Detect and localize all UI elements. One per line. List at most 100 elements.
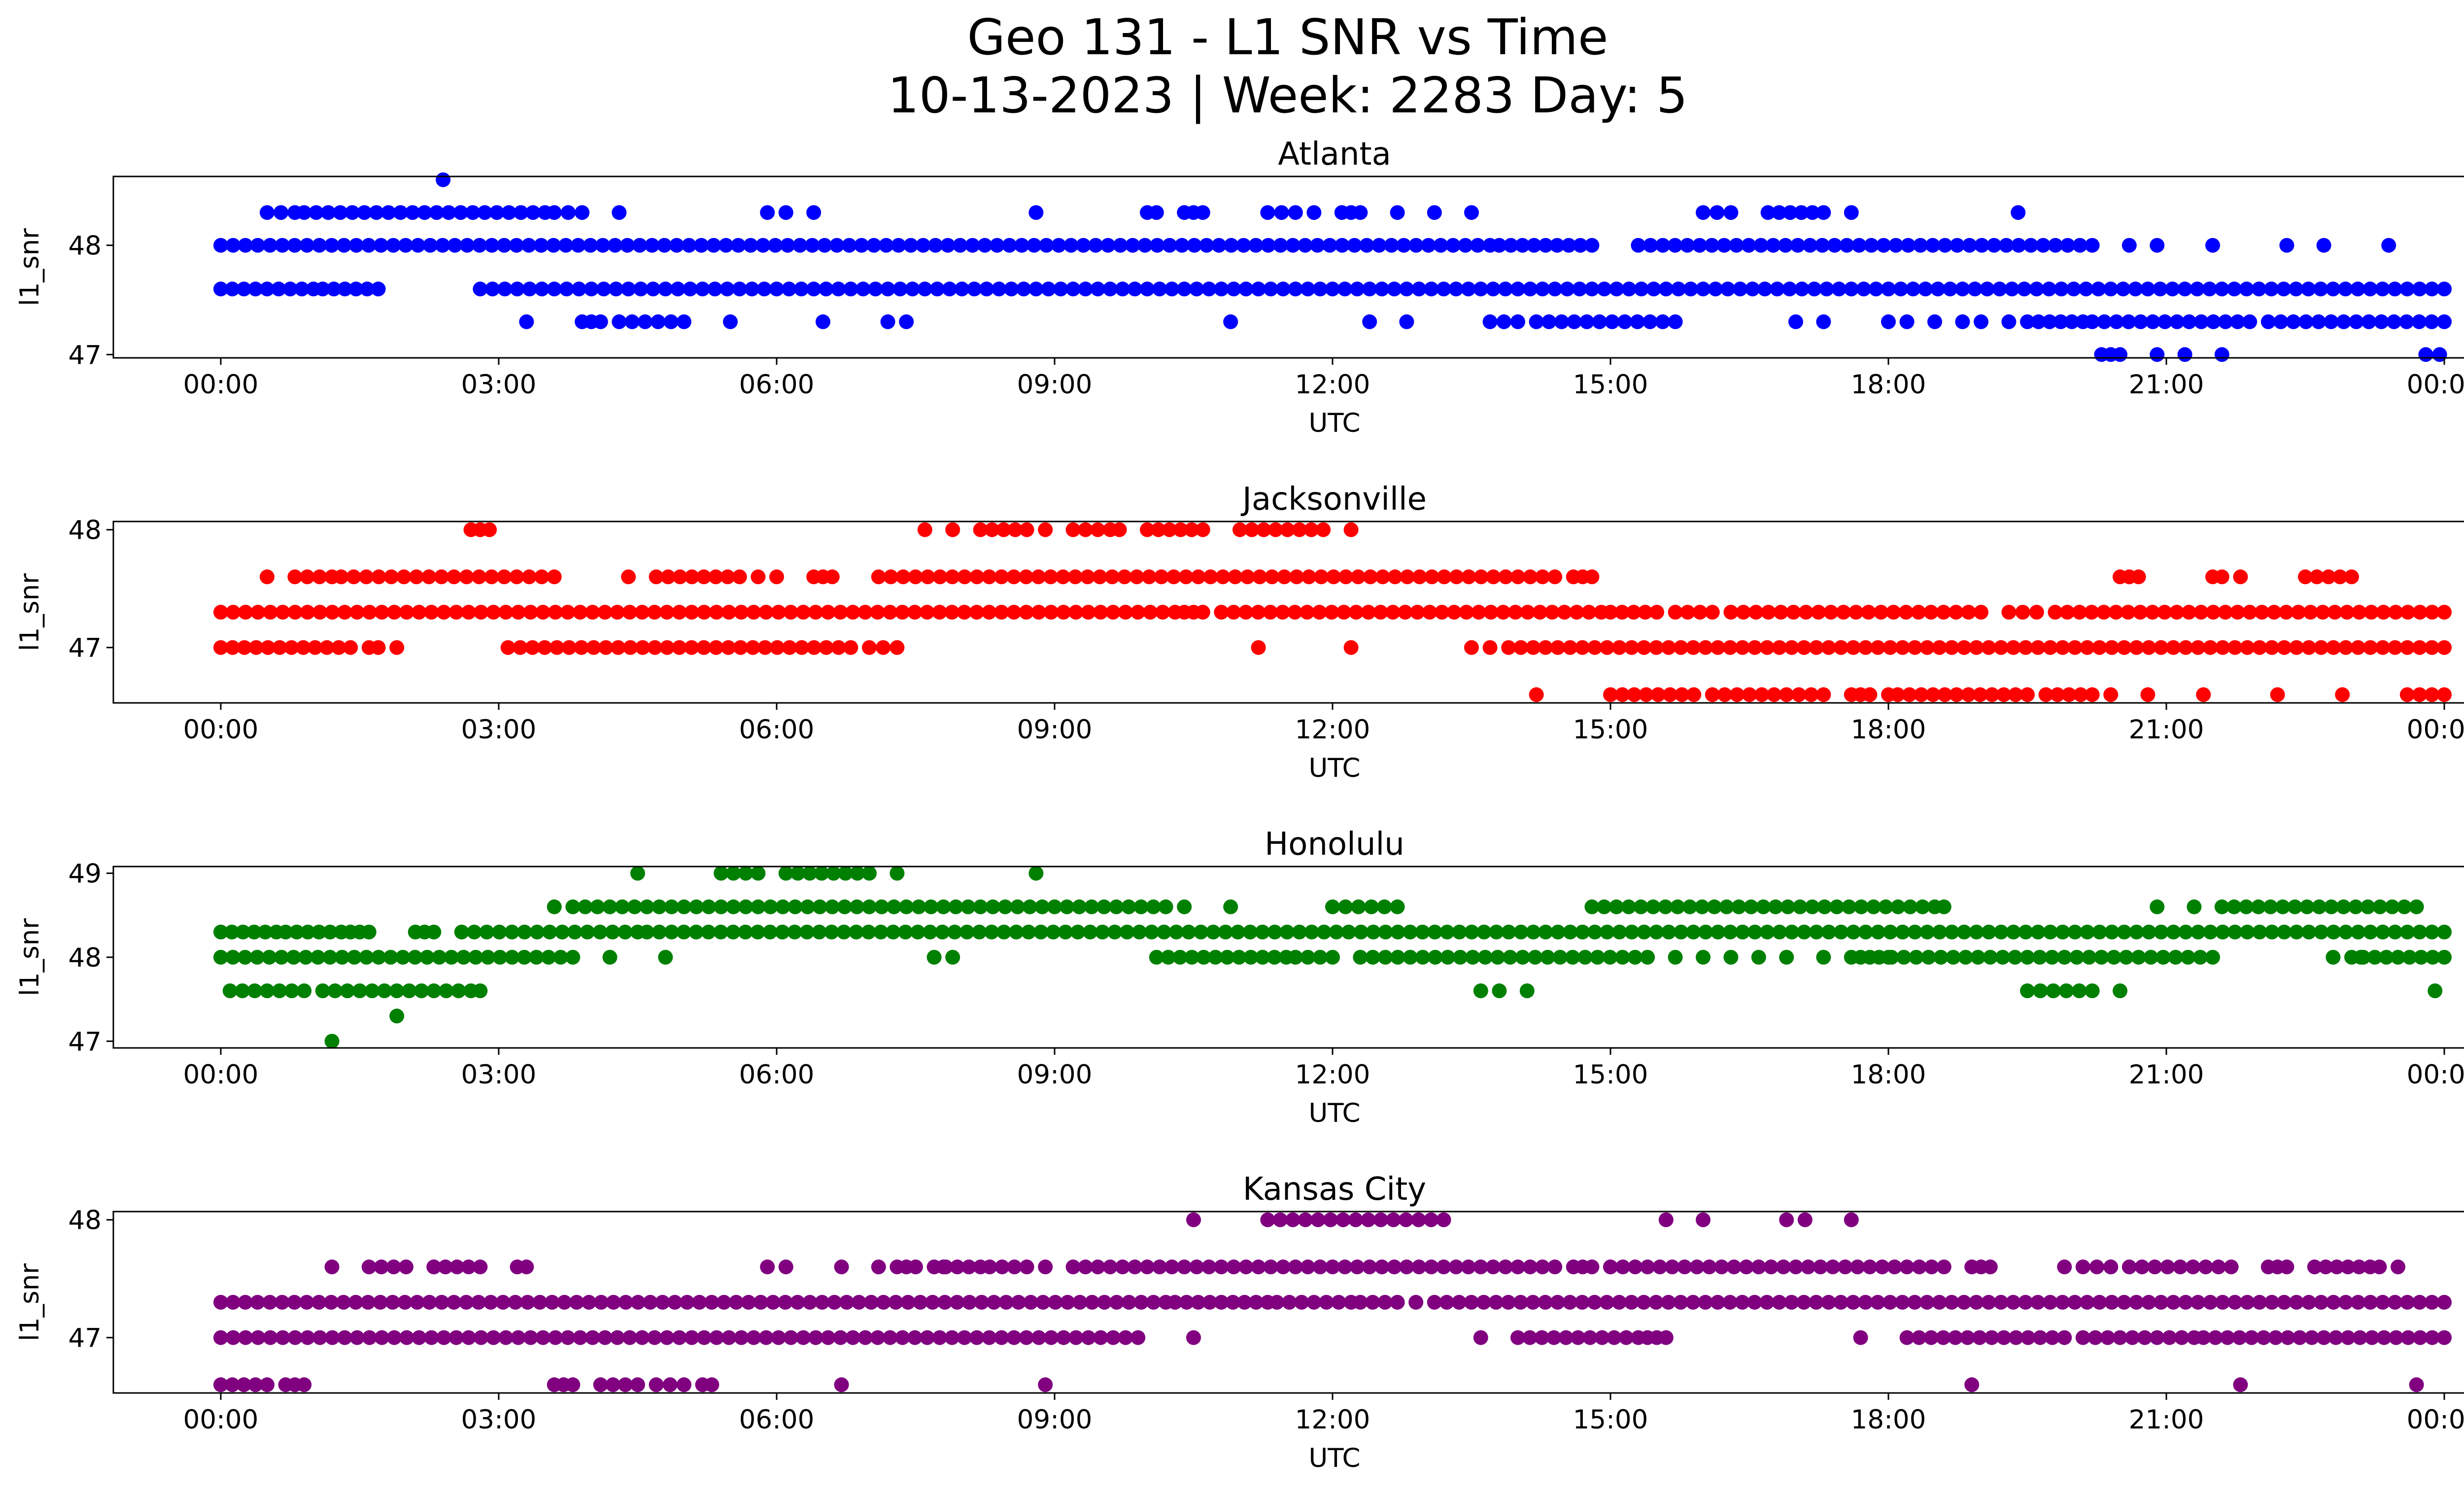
data-point	[1723, 205, 1739, 220]
data-point	[246, 924, 262, 939]
data-point	[213, 605, 228, 620]
data-point	[1811, 605, 1826, 620]
data-point	[238, 238, 253, 253]
data-point	[2324, 314, 2339, 329]
data-point	[1496, 314, 1511, 329]
data-point	[2103, 687, 2119, 702]
data-point	[554, 924, 570, 939]
data-point	[2177, 281, 2192, 297]
data-point	[1191, 569, 1206, 585]
data-point	[1630, 314, 1645, 329]
data-point	[1797, 924, 1812, 939]
data-point	[821, 605, 836, 620]
data-point	[890, 640, 905, 655]
data-point	[1224, 238, 1239, 253]
data-point	[348, 281, 364, 297]
data-point	[2203, 640, 2218, 655]
data-point	[2374, 314, 2389, 329]
data-point	[361, 924, 376, 939]
data-point	[1528, 950, 1543, 965]
data-point	[994, 1259, 1010, 1275]
data-point	[1191, 1295, 1206, 1310]
data-point	[917, 281, 932, 297]
data-point	[2389, 1330, 2404, 1345]
data-point	[593, 314, 608, 329]
x-tick-label: 00:00	[2407, 715, 2464, 745]
y-axis-label: l1_snr	[15, 1263, 45, 1341]
data-point	[1705, 687, 1720, 702]
data-point	[829, 238, 845, 253]
data-point	[1300, 950, 1315, 965]
data-point	[565, 1377, 581, 1392]
data-point	[1201, 281, 1217, 297]
data-point	[2178, 640, 2193, 655]
data-point	[1936, 605, 1951, 620]
data-point	[2160, 1259, 2175, 1275]
data-point	[1047, 899, 1062, 914]
data-point	[362, 1330, 377, 1345]
data-point	[1492, 238, 1507, 253]
data-point	[1436, 1212, 1451, 1227]
data-point	[1526, 238, 1541, 253]
data-point	[553, 950, 568, 965]
data-point	[731, 238, 746, 253]
data-point	[1858, 1295, 1873, 1310]
data-point	[714, 899, 729, 914]
data-point	[1603, 1259, 1618, 1275]
data-point	[1776, 1259, 1791, 1275]
data-point	[226, 1330, 241, 1345]
data-point	[2055, 640, 2070, 655]
data-point	[1696, 281, 1711, 297]
data-point	[1720, 281, 1736, 297]
data-point	[1415, 950, 1431, 965]
data-point	[387, 605, 402, 620]
data-point	[573, 605, 588, 620]
data-point	[398, 238, 413, 253]
data-point	[2177, 347, 2192, 362]
data-point	[1051, 238, 1066, 253]
data-point	[1174, 238, 1190, 253]
data-point	[2029, 281, 2044, 297]
data-point	[2232, 1330, 2247, 1345]
x-tick-label: 18:00	[1851, 1405, 1926, 1435]
data-point	[1179, 1295, 1194, 1310]
x-tick-label: 00:00	[183, 1060, 259, 1090]
data-point	[1993, 924, 2009, 939]
data-point	[1011, 1295, 1026, 1310]
data-point	[1104, 569, 1120, 585]
data-point	[2263, 899, 2278, 914]
data-point	[1658, 281, 1674, 297]
data-point	[2113, 983, 2127, 999]
data-point	[2060, 605, 2075, 620]
data-point	[405, 205, 420, 220]
data-point	[821, 1330, 836, 1345]
data-point	[1251, 640, 1266, 655]
data-point	[1019, 569, 1034, 585]
data-point	[1554, 314, 1569, 329]
data-point	[271, 281, 286, 297]
data-point	[1428, 950, 1443, 965]
data-point	[2150, 1330, 2165, 1345]
data-point	[2082, 950, 2097, 965]
data-point	[2338, 924, 2354, 939]
data-point	[972, 924, 987, 939]
data-point	[960, 899, 976, 914]
data-point	[2339, 605, 2355, 620]
x-tick-label: 12:00	[1295, 715, 1370, 745]
data-point	[1004, 281, 1019, 297]
data-point	[582, 1295, 597, 1310]
data-point	[1912, 1330, 1927, 1345]
data-point	[250, 605, 266, 620]
data-point	[2154, 1295, 2169, 1310]
data-point	[1993, 1295, 2009, 1310]
data-point	[297, 205, 312, 220]
data-point	[2289, 924, 2304, 939]
data-point	[2363, 1295, 2378, 1310]
data-point	[802, 1295, 818, 1310]
data-point	[1028, 281, 1044, 297]
data-point	[2125, 1330, 2140, 1345]
data-point	[1893, 281, 1909, 297]
data-point	[760, 1259, 775, 1275]
data-point	[1590, 950, 1605, 965]
